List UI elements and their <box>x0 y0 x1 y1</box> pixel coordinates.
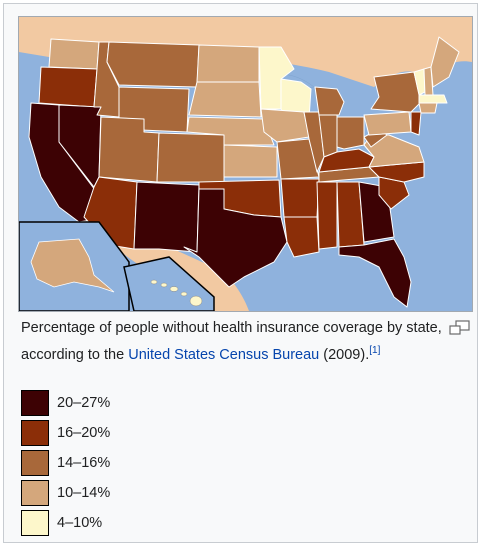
legend-swatch <box>21 390 49 416</box>
map-svg <box>19 17 472 311</box>
state-pennsylvania[interactable] <box>363 111 412 136</box>
legend-item: 16–20% <box>21 418 110 448</box>
legend-label: 20–27% <box>57 395 111 411</box>
legend-label: 16–20% <box>57 425 111 441</box>
state-iowa[interactable] <box>260 108 310 143</box>
legend-item: 4–10% <box>21 508 110 538</box>
state-colorado[interactable] <box>156 132 225 183</box>
state-new-mexico[interactable] <box>133 181 200 253</box>
state-louisiana[interactable] <box>283 216 320 258</box>
legend-item: 14–16% <box>21 448 110 478</box>
state-new-york[interactable] <box>370 71 422 113</box>
caption-text-start: Percentage of people without health insu… <box>21 320 442 363</box>
census-bureau-link[interactable]: United States Census Bureau <box>128 346 320 363</box>
map-legend: 20–27% 16–20% 14–16% 10–14% 4–10% <box>21 388 110 538</box>
legend-label: 10–14% <box>57 485 111 501</box>
state-new-jersey[interactable] <box>410 111 422 136</box>
legend-swatch <box>21 450 49 476</box>
legend-label: 4–10% <box>57 515 103 531</box>
state-hawaii[interactable] <box>150 279 203 307</box>
legend-item: 10–14% <box>21 478 110 508</box>
state-mississippi[interactable] <box>316 181 338 250</box>
state-massachusetts[interactable] <box>418 94 448 104</box>
state-illinois[interactable] <box>303 111 325 173</box>
state-texas[interactable] <box>183 188 288 288</box>
caption-text-end: (2009). <box>319 346 370 363</box>
state-oregon[interactable] <box>38 66 98 108</box>
legend-swatch <box>21 510 49 536</box>
legend-item: 20–27% <box>21 388 110 418</box>
legend-label: 14–16% <box>57 455 111 471</box>
state-north-dakota[interactable] <box>196 44 260 83</box>
state-connecticut[interactable] <box>418 102 438 114</box>
state-washington[interactable] <box>48 38 100 70</box>
state-arkansas[interactable] <box>280 178 320 218</box>
state-montana[interactable] <box>106 41 200 88</box>
state-virginia[interactable] <box>363 134 425 168</box>
state-south-dakota[interactable] <box>188 81 262 118</box>
state-michigan[interactable] <box>314 86 345 116</box>
legend-swatch <box>21 420 49 446</box>
state-florida[interactable] <box>338 238 412 308</box>
state-maine[interactable] <box>430 36 460 88</box>
enlarge-icon[interactable] <box>449 320 471 336</box>
state-ohio[interactable] <box>336 116 365 150</box>
us-uninsured-choropleth-map[interactable] <box>18 16 473 312</box>
image-thumbnail-frame: Percentage of people without health insu… <box>3 3 478 543</box>
citation-link[interactable]: [1] <box>369 345 381 356</box>
legend-swatch <box>21 480 49 506</box>
state-alaska[interactable] <box>30 238 115 293</box>
state-kansas[interactable] <box>223 144 278 178</box>
map-caption: Percentage of people without health insu… <box>21 318 466 366</box>
